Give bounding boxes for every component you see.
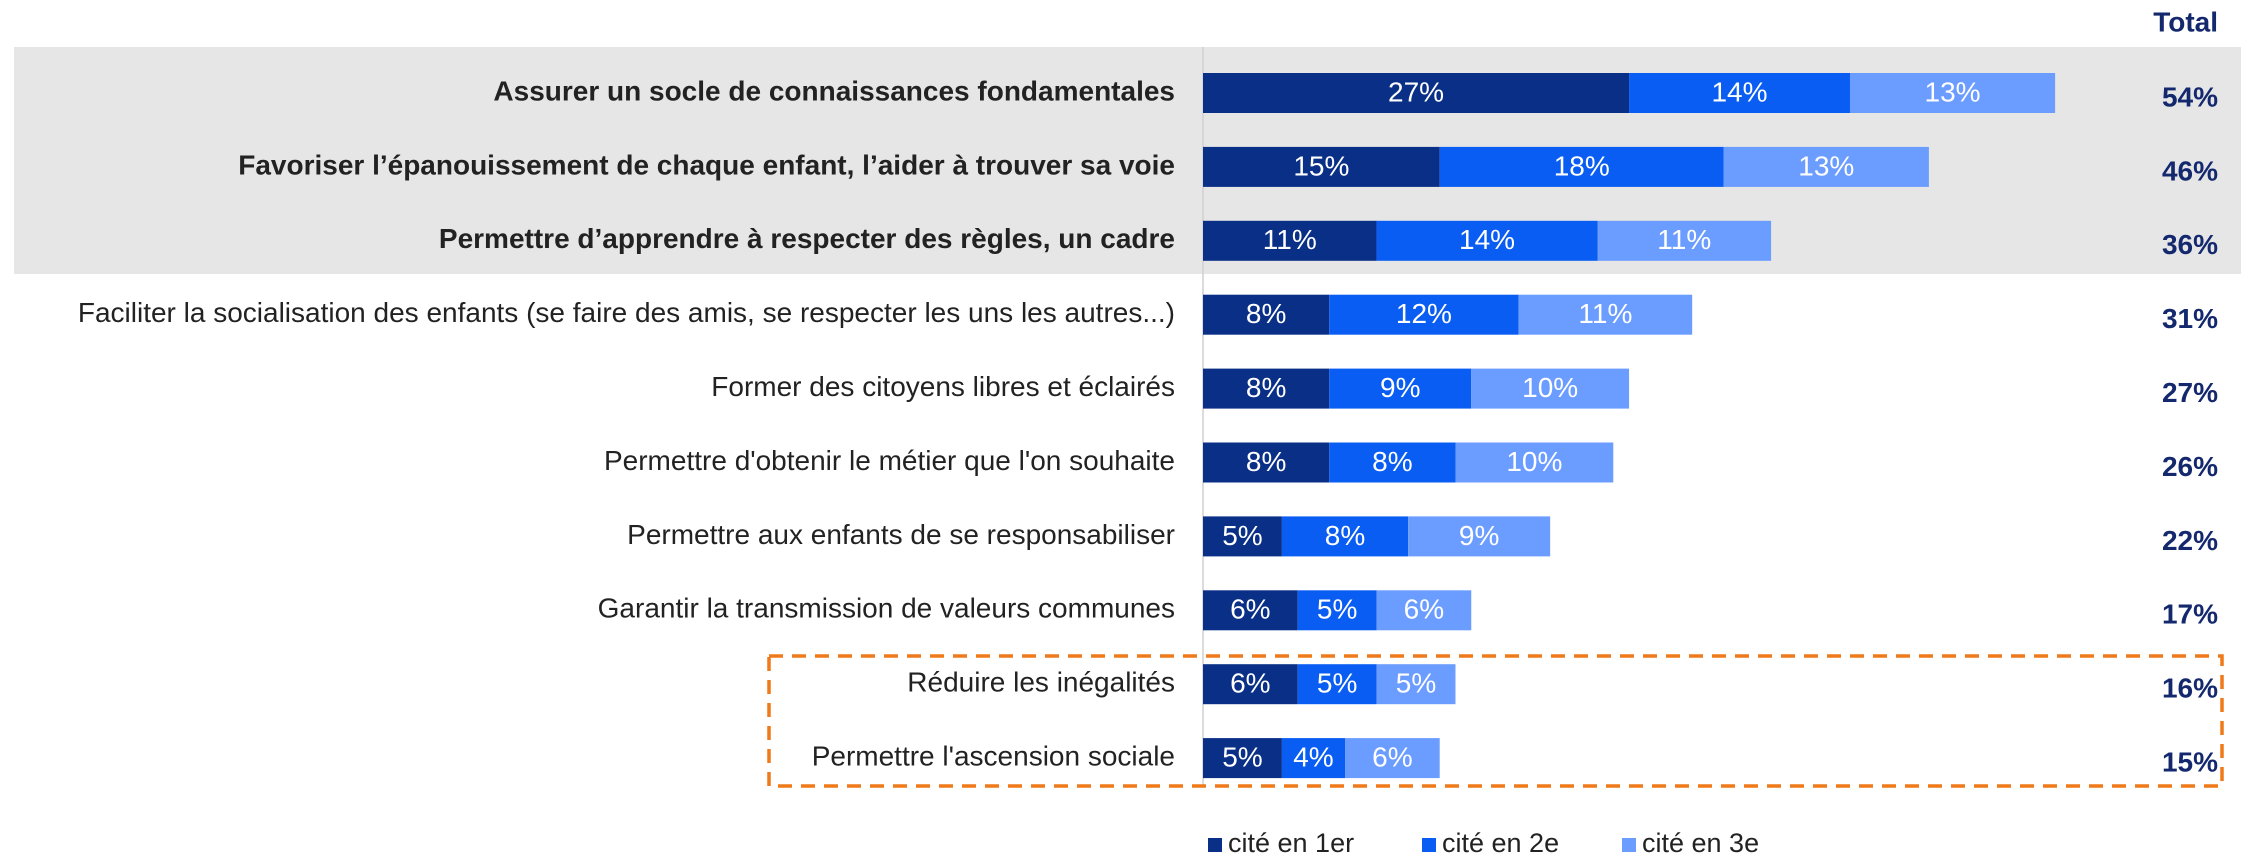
bar-segment (1376, 664, 1456, 705)
data-label: 5% (1222, 741, 1262, 772)
highlight-box (767, 654, 2224, 788)
data-label: 6% (1372, 741, 1412, 772)
data-label: 10% (1506, 446, 1562, 477)
bar-segment (1297, 664, 1377, 705)
bar-segment (1376, 220, 1598, 261)
legend-swatch (1422, 838, 1436, 852)
bar-segment (1297, 590, 1377, 631)
data-label: 8% (1325, 520, 1365, 551)
bar-segment (1329, 294, 1519, 335)
data-label: 11% (1263, 224, 1317, 255)
data-label: 5% (1317, 594, 1357, 625)
bar-segment (1629, 73, 1850, 113)
bar-segment (1471, 368, 1630, 409)
data-label: 10% (1522, 372, 1578, 403)
data-label: 8% (1246, 372, 1286, 403)
total-header: Total (2153, 6, 2218, 37)
bar-segment (1455, 442, 1614, 483)
bar-segment (1203, 664, 1298, 705)
bar-segment (1203, 590, 1298, 631)
bar-segment (1203, 294, 1330, 335)
bar-segment (1203, 368, 1330, 409)
data-label: 6% (1230, 668, 1270, 699)
legend-swatch (1622, 838, 1636, 852)
bar-segment (1518, 294, 1693, 335)
category-label: Permettre d'obtenir le métier que l'on s… (604, 445, 1175, 476)
data-label: 5% (1222, 520, 1262, 551)
data-label: 6% (1230, 594, 1270, 625)
category-label: Permettre d’apprendre à respecter des rè… (439, 223, 1175, 254)
data-label: 4% (1293, 741, 1333, 772)
total-label: 27% (2162, 377, 2218, 408)
data-label: 5% (1317, 668, 1357, 699)
bar-segment (1345, 738, 1440, 779)
bar-segment (1597, 220, 1772, 261)
category-label: Favoriser l’épanouissement de chaque enf… (238, 149, 1175, 180)
data-label: 9% (1380, 372, 1420, 403)
data-label: 8% (1246, 298, 1286, 329)
bar-segment (1849, 73, 2056, 113)
bar-segment (1281, 738, 1346, 779)
bar-segment (1329, 442, 1456, 483)
data-label: 9% (1459, 520, 1499, 551)
bar-segment (1203, 146, 1440, 187)
category-label: Former des citoyens libres et éclairés (711, 371, 1175, 402)
bar-segment (1203, 738, 1282, 779)
category-label: Permettre l'ascension sociale (812, 740, 1175, 771)
total-label: 54% (2162, 81, 2218, 112)
category-label: Assurer un socle de connaissances fondam… (493, 75, 1175, 106)
legend-label: cité en 2e (1442, 828, 1559, 857)
data-label: 11% (1657, 224, 1711, 255)
data-label: 12% (1396, 298, 1452, 329)
category-label: Réduire les inégalités (907, 667, 1175, 698)
total-label: 16% (2162, 673, 2218, 704)
data-label: 8% (1372, 446, 1412, 477)
data-label: 5% (1396, 668, 1436, 699)
data-label: 27% (1388, 76, 1444, 107)
total-label: 17% (2162, 599, 2218, 630)
bar-segment (1203, 73, 1630, 113)
bar-segment (1376, 590, 1472, 631)
data-label: 13% (1798, 150, 1854, 181)
category-label: Garantir la transmission de valeurs comm… (598, 593, 1175, 624)
bar-segment (1281, 516, 1409, 557)
bar-segment (1439, 146, 1724, 187)
legend-label: cité en 3e (1642, 828, 1759, 857)
bar-segment (1723, 146, 1929, 187)
legend-label: cité en 1er (1228, 828, 1354, 857)
category-label: Permettre aux enfants de se responsabili… (627, 519, 1175, 550)
data-label: 11% (1578, 298, 1632, 329)
total-label: 15% (2162, 746, 2218, 777)
data-label: 18% (1554, 150, 1610, 181)
total-label: 26% (2162, 451, 2218, 482)
data-label: 14% (1711, 76, 1767, 107)
bar-segment (1329, 368, 1472, 409)
total-label: 31% (2162, 303, 2218, 334)
bar-segment (1203, 516, 1282, 557)
bar-segment (1203, 220, 1377, 261)
data-label: 15% (1293, 150, 1349, 181)
total-label: 36% (2162, 229, 2218, 260)
data-label: 14% (1459, 224, 1515, 255)
data-label: 8% (1246, 446, 1286, 477)
data-label: 6% (1404, 594, 1444, 625)
total-label: 46% (2162, 155, 2218, 186)
legend-swatch (1208, 838, 1222, 852)
bar-segment (1408, 516, 1551, 557)
category-label: Faciliter la socialisation des enfants (… (78, 297, 1175, 328)
bar-segment (1203, 442, 1330, 483)
data-label: 13% (1925, 76, 1981, 107)
total-label: 22% (2162, 525, 2218, 556)
